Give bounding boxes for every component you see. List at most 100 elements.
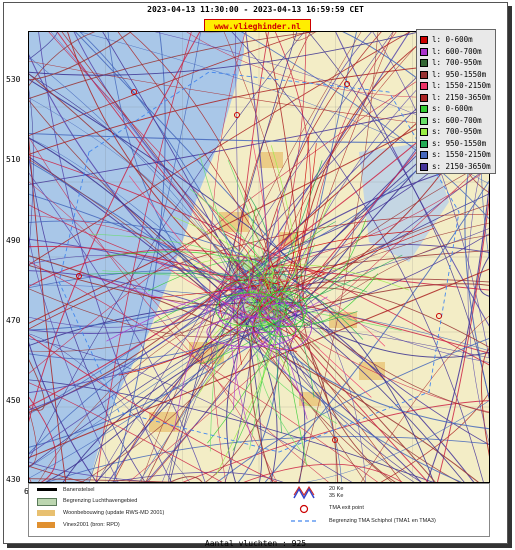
flight-track xyxy=(230,293,264,443)
flight-track xyxy=(29,78,302,268)
legend-item: l: 600-700m xyxy=(420,46,482,57)
y-tick-label: 430 xyxy=(6,475,21,484)
flight-track xyxy=(29,288,258,338)
y-tick-label: 450 xyxy=(6,396,21,405)
flight-track xyxy=(225,322,462,482)
legend-label: s: 2150-3650m xyxy=(432,161,491,171)
flight-track xyxy=(29,342,98,482)
count-value: 925 xyxy=(291,539,307,548)
y-tick-label: 490 xyxy=(6,236,21,245)
altitude-legend: l: 0-600m l: 600-700m l: 700-950m l: 950-15… xyxy=(416,29,496,174)
flight-track xyxy=(243,463,403,482)
flight-track xyxy=(272,303,282,434)
legend-item: s: 700-950m xyxy=(420,126,482,137)
flight-track xyxy=(245,32,272,295)
flight-track xyxy=(29,245,284,303)
flight-track xyxy=(29,181,277,482)
flight-track xyxy=(478,255,489,297)
flight-track xyxy=(29,73,436,482)
flight-count: Aantal vluchten : 925 xyxy=(4,539,507,548)
flight-track xyxy=(79,32,262,304)
tma-exit-point xyxy=(131,89,137,95)
flight-track xyxy=(29,478,183,482)
flight-track xyxy=(118,285,282,376)
flight-track xyxy=(258,276,386,347)
flight-track xyxy=(195,289,274,399)
flight-track xyxy=(223,32,298,305)
flight-track xyxy=(262,293,339,482)
flight-track xyxy=(274,32,311,288)
flight-track xyxy=(29,32,411,266)
flight-track xyxy=(29,298,282,468)
flight-track xyxy=(29,220,304,287)
flight-track xyxy=(360,315,489,482)
flight-track xyxy=(205,275,251,309)
flight-track xyxy=(305,400,489,482)
flight-track xyxy=(29,319,287,394)
legend-item: s: 0-600m xyxy=(420,103,473,114)
flight-track xyxy=(302,235,489,328)
flight-track xyxy=(239,277,321,349)
db-contour-icon xyxy=(293,486,315,500)
flight-track xyxy=(258,290,308,328)
flight-track xyxy=(270,310,315,398)
legend-item: l: 2150-3650m xyxy=(420,92,491,103)
flight-track xyxy=(251,290,291,376)
flight-track xyxy=(29,279,238,411)
legend-item: l: 1550-2150m xyxy=(420,80,491,91)
key-swatch xyxy=(37,522,55,528)
flight-track xyxy=(29,410,37,467)
key-label: Woonbebouwing (update RWS-MD 2001) xyxy=(63,510,165,516)
y-tick-label: 470 xyxy=(6,316,21,325)
flight-track xyxy=(290,32,394,310)
flight-track xyxy=(29,268,489,459)
flight-track xyxy=(29,32,58,60)
flight-track xyxy=(426,183,489,482)
map-canvas xyxy=(29,32,489,482)
legend-item: s: 600-700m xyxy=(420,115,482,126)
flight-track xyxy=(229,296,422,482)
flight-track xyxy=(270,145,297,281)
flight-track xyxy=(29,32,318,99)
legend-label: l: 950-1550m xyxy=(432,69,487,79)
flight-track xyxy=(29,255,479,482)
legend-swatch xyxy=(420,93,428,102)
flight-track xyxy=(29,293,291,352)
flight-track xyxy=(372,32,489,360)
flight-track xyxy=(218,295,296,334)
flight-track xyxy=(293,32,357,326)
flight-track xyxy=(29,136,329,482)
flight-track xyxy=(254,303,402,331)
tma-exit-point xyxy=(332,437,338,443)
flight-track xyxy=(209,290,253,452)
flight-track xyxy=(168,280,257,482)
tma-exit-point xyxy=(344,81,350,87)
flight-track xyxy=(219,279,281,319)
flight-track xyxy=(288,287,489,348)
flight-track xyxy=(29,334,277,482)
legend-swatch xyxy=(420,162,428,171)
flight-track xyxy=(247,310,489,430)
flight-track xyxy=(250,250,489,277)
flight-track xyxy=(29,215,228,283)
flight-track xyxy=(29,136,67,482)
flight-track xyxy=(29,56,259,319)
y-tick-label: 510 xyxy=(6,155,21,164)
flight-track xyxy=(172,216,270,288)
flight-track xyxy=(148,259,267,292)
flight-track xyxy=(247,273,368,293)
legend-swatch xyxy=(420,139,428,148)
flight-track xyxy=(226,279,280,350)
legend-label: l: 1550-2150m xyxy=(432,81,491,90)
legend-item: s: 1550-2150m xyxy=(420,149,491,160)
legend-swatch xyxy=(420,36,428,44)
flight-track xyxy=(268,292,287,357)
flight-track xyxy=(29,280,254,334)
legend-label: s: 600-700m xyxy=(432,115,482,125)
flight-track xyxy=(29,461,157,482)
flight-track xyxy=(161,309,232,482)
key-swatch xyxy=(37,510,55,516)
flight-track xyxy=(185,255,274,297)
legend-swatch xyxy=(420,128,428,136)
flight-track xyxy=(205,323,298,482)
